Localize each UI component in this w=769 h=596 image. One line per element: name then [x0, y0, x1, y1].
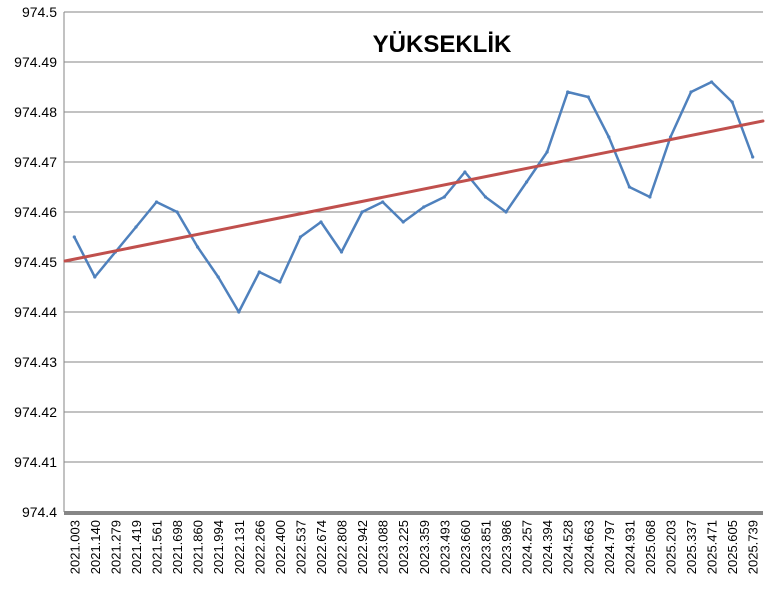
y-tick-label: 974.49 [14, 54, 57, 70]
x-axis-ticks: 2021.003 2021.140 2021.279 2021.419 2021.561… [67, 520, 760, 574]
data-point [339, 250, 344, 254]
x-tick-label: 2022.808 [335, 520, 350, 574]
x-tick-label: 2022.537 [293, 520, 308, 574]
x-tick-label: 2024.528 [561, 520, 576, 574]
data-point [175, 210, 179, 214]
x-tick-label: 2025.068 [643, 520, 658, 574]
x-tick-label: 2023.359 [417, 520, 432, 574]
x-tick-label: 2023.851 [478, 520, 493, 574]
x-tick-label: 2021.994 [211, 520, 226, 574]
y-tick-label: 974.4 [22, 504, 57, 520]
data-point [710, 80, 714, 84]
x-tick-label: 2023.088 [376, 520, 391, 574]
data-point [298, 235, 302, 239]
chart-title: YÜKSEKLİK [373, 31, 512, 58]
y-axis-ticks: 974.5 974.49 974.48 974.47 974.46 974.45 974.4… [14, 4, 57, 520]
data-point [154, 200, 159, 204]
x-tick-label: 2021.003 [67, 520, 82, 574]
y-tick-label: 974.43 [14, 354, 57, 370]
data-point [134, 225, 138, 229]
data-point [319, 220, 323, 224]
data-point [422, 205, 426, 209]
data-point [607, 135, 611, 139]
data-point [216, 275, 220, 279]
data-point [196, 245, 200, 249]
data-point [504, 210, 508, 214]
data-point [730, 100, 734, 104]
data-point [381, 200, 385, 204]
data-point [545, 150, 549, 154]
data-point [648, 195, 652, 199]
x-tick-label: 2025.739 [746, 520, 761, 574]
x-tick-label: 2024.797 [602, 520, 617, 574]
data-point [401, 220, 405, 224]
x-tick-label: 2025.471 [705, 520, 720, 574]
y-tick-label: 974.41 [14, 454, 57, 470]
x-tick-label: 2021.419 [129, 520, 144, 574]
y-tick-label: 974.46 [14, 204, 57, 220]
data-point [566, 90, 570, 94]
data-point [751, 155, 755, 159]
y-tick-label: 974.48 [14, 104, 57, 120]
x-tick-label: 2023.986 [499, 520, 514, 574]
x-tick-label: 2024.663 [581, 520, 596, 574]
x-tick-label: 2024.931 [622, 520, 637, 574]
y-tick-label: 974.42 [14, 404, 57, 420]
gridlines [64, 11, 763, 463]
x-tick-label: 2021.698 [170, 520, 185, 574]
x-tick-label: 2021.561 [150, 520, 165, 574]
x-tick-label: 2023.493 [437, 520, 452, 574]
data-point [360, 210, 364, 214]
data-point [586, 95, 590, 99]
x-tick-label: 2023.225 [396, 520, 411, 574]
data-point [278, 280, 282, 284]
data-point [442, 195, 446, 199]
x-tick-label: 2025.337 [684, 520, 699, 574]
x-tick-label: 2021.140 [88, 520, 103, 574]
data-point [525, 180, 529, 184]
data-point [483, 195, 488, 199]
data-point [668, 135, 673, 139]
x-tick-label: 2022.942 [355, 520, 370, 574]
y-tick-label: 974.45 [14, 254, 57, 270]
x-tick-label: 2021.279 [108, 520, 123, 574]
data-point [237, 310, 241, 314]
data-point [72, 235, 76, 239]
x-tick-label: 2024.394 [540, 520, 555, 574]
data-point [627, 185, 632, 189]
x-tick-label: 2022.400 [273, 520, 288, 574]
x-tick-label: 2022.266 [252, 520, 267, 574]
data-point [463, 170, 467, 174]
y-tick-label: 974.5 [22, 4, 57, 20]
x-tick-label: 2021.860 [191, 520, 206, 574]
x-tick-label: 2024.257 [520, 520, 535, 574]
series-lines [63, 80, 765, 314]
data-point [689, 90, 693, 94]
x-tick-label: 2023.660 [458, 520, 473, 574]
elevation-line [73, 80, 754, 314]
x-tick-label: 2022.674 [314, 520, 329, 574]
y-tick-label: 974.44 [14, 304, 57, 320]
y-tick-label: 974.47 [14, 154, 57, 170]
data-point [93, 275, 97, 279]
trend-line [63, 119, 765, 263]
x-tick-label: 2025.203 [663, 520, 678, 574]
x-tick-label: 2025.605 [725, 520, 740, 574]
data-point [257, 270, 261, 274]
x-tick-label: 2022.131 [232, 520, 247, 574]
